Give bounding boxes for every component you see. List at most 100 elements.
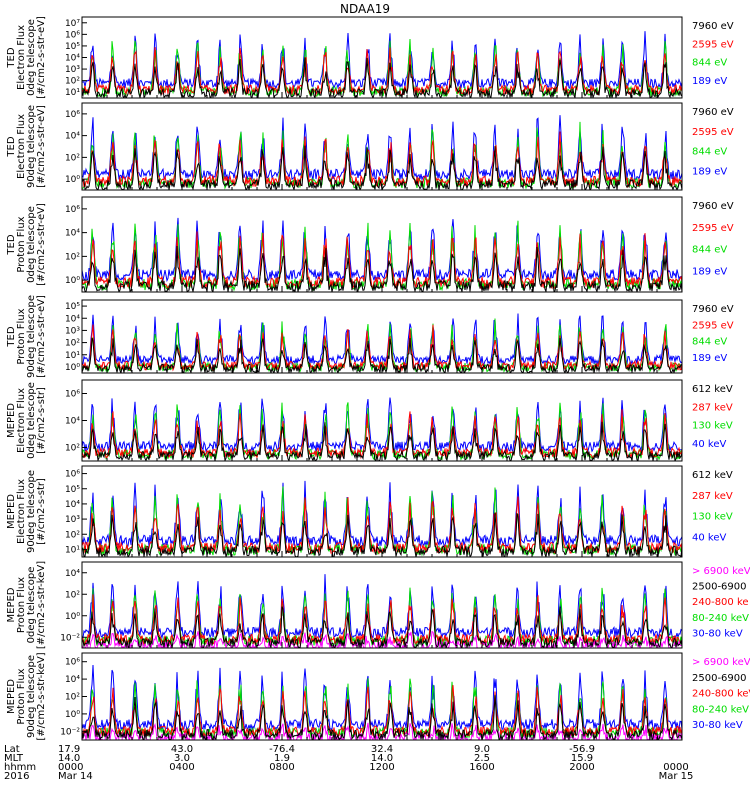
- y-tick-label: 10¹: [65, 351, 80, 361]
- y-axis-label: [#/cm2-s-str-eV]: [36, 295, 47, 378]
- footer-value: 32.4: [371, 744, 393, 755]
- panel-frame: [81, 196, 683, 293]
- legend-entry: 612 keV: [692, 384, 733, 395]
- legend-entry: 30-80 keV: [692, 628, 743, 639]
- y-axis-label: TED: [6, 47, 17, 68]
- y-tick-label: 10⁵: [65, 485, 80, 495]
- y-axis-label: 90deg telescope: [26, 655, 37, 738]
- y-tick-label: 10⁴: [65, 229, 80, 239]
- y-tick-label: 10⁻²: [60, 727, 80, 737]
- y-axis-label: Electron Flux: [16, 114, 27, 179]
- panel-6: 10¹ 10² 10³ 10⁴ 10⁵ 10⁶ MEPED Electron Flux 90de…: [6, 465, 733, 558]
- y-axis-label: TED: [6, 136, 17, 157]
- y-tick-label: 10⁰: [65, 710, 80, 720]
- series-189-ev: [82, 217, 682, 283]
- y-tick-label: 10⁰: [65, 612, 80, 622]
- y-axis-label: Proton Flux: [16, 308, 27, 364]
- legend-entry: 80-240 keV: [692, 613, 749, 624]
- panel-2: 10⁰ 10² 10⁴ 10⁶ TED Electron Flux 90deg telesc…: [6, 102, 734, 191]
- series-240-800-kev: [82, 685, 682, 739]
- y-tick-label: 10⁻²: [60, 633, 80, 643]
- legend-entry: 844 eV: [692, 147, 727, 158]
- series-189-ev: [82, 31, 682, 90]
- legend-entry: 80-240 keV: [692, 704, 749, 715]
- y-axis-label: 90deg telescope: [26, 105, 37, 188]
- y-axis-label: MEPED: [6, 494, 17, 529]
- footer-value: 1200: [369, 762, 394, 773]
- legend-entry: 40 keV: [692, 532, 726, 543]
- y-tick-label: 10²: [65, 77, 80, 87]
- series-844-ev: [82, 121, 682, 190]
- legend-entry: > 6900 keV: [692, 566, 750, 577]
- footer-value: 1.9: [274, 753, 290, 764]
- legend-entry: 189 eV: [692, 266, 727, 277]
- y-axis-label: MEPED: [6, 679, 17, 714]
- legend-entry: 612 keV: [692, 470, 733, 481]
- y-tick-label: 10⁶: [65, 658, 80, 668]
- series-2595-ev: [82, 47, 682, 97]
- y-tick-label: 10⁶: [65, 30, 80, 40]
- y-axis-label: 0deg telescope: [26, 382, 37, 459]
- footer-value: 1600: [469, 762, 494, 773]
- series-189-ev: [82, 313, 682, 367]
- footer-value: 0400: [169, 762, 194, 773]
- y-axis-label: MEPED: [6, 403, 17, 438]
- y-axis-label: 90deg telescope: [26, 295, 37, 378]
- y-axis-label: Electron Flux: [16, 25, 27, 90]
- y-tick-label: 10²: [65, 444, 80, 454]
- legend-entry: 240-800 keV: [692, 689, 750, 700]
- legend-entry: 2595 eV: [692, 320, 734, 331]
- footer-value: 0000: [58, 762, 83, 773]
- legend-entry: 7960 eV: [692, 201, 734, 212]
- footer-value: -76.4: [269, 744, 295, 755]
- y-axis-label: Proton Flux: [16, 216, 27, 272]
- footer-value: 14.0: [58, 753, 80, 764]
- footer-value: 14.0: [371, 753, 393, 764]
- y-tick-label: 10²: [65, 530, 80, 540]
- footer-value: 17.9: [58, 744, 80, 755]
- y-axis-label: [#/cm2-s-str]: [36, 478, 47, 545]
- legend-entry: 2500-6900: [692, 582, 747, 593]
- legend-entry: 2595 eV: [692, 127, 734, 138]
- y-tick-label: 10¹: [65, 88, 80, 98]
- panel-8: 10⁻² 10⁰ 10² 10⁴ 10⁶ MEPED Proton Flux 90deg te…: [6, 652, 750, 740]
- y-axis-label: Proton Flux: [16, 668, 27, 724]
- y-axis-label: [#/cm2-s-str-eV]: [36, 16, 47, 99]
- y-tick-label: 10⁵: [65, 302, 80, 312]
- legend-entry: 189 eV: [692, 353, 727, 364]
- footer-value: 9.0: [474, 744, 490, 755]
- panel-7: 10⁻² 10⁰ 10² 10⁴ MEPED Proton Flux 0deg telesc…: [6, 561, 750, 649]
- y-tick-label: 10⁴: [65, 314, 80, 324]
- y-tick-label: 10⁴: [65, 54, 80, 64]
- footer-value: 2000: [569, 762, 594, 773]
- legend-entry: > 6900 keV: [692, 657, 750, 668]
- y-tick-label: 10⁶: [65, 110, 80, 120]
- legend-entry: 30-80 keV: [692, 720, 743, 731]
- y-tick-label: 10³: [65, 65, 80, 75]
- legend-entry: 7960 eV: [692, 107, 734, 118]
- legend-entry: 287 keV: [692, 491, 733, 502]
- series-40-kev: [82, 397, 682, 453]
- footer-value: 15.9: [571, 753, 593, 764]
- footer-row-label: hhmm: [4, 762, 36, 773]
- legend-entry: 189 eV: [692, 76, 727, 87]
- y-tick-label: 10³: [65, 515, 80, 525]
- footer-value: 0000: [663, 762, 688, 773]
- footer-value: 0800: [269, 762, 294, 773]
- series-189-ev: [82, 115, 682, 182]
- legend-entry: 844 eV: [692, 58, 727, 69]
- legend-entry: 130 keV: [692, 512, 733, 523]
- footer-row-label: MLT: [4, 753, 24, 764]
- legend-entry: 7960 eV: [692, 304, 734, 315]
- y-tick-label: 10²: [65, 153, 80, 163]
- y-tick-label: 10⁶: [65, 470, 80, 480]
- y-axis-label: [#/cm2-s-str-keV]: [36, 561, 47, 649]
- y-tick-label: 10⁷: [65, 19, 80, 29]
- footer-row-label: Lat: [4, 744, 20, 755]
- legend-entry: 7960 eV: [692, 21, 734, 32]
- series-7960-ev: [82, 57, 682, 98]
- series-2500-6900: [82, 606, 682, 648]
- series-40-kev: [82, 480, 682, 548]
